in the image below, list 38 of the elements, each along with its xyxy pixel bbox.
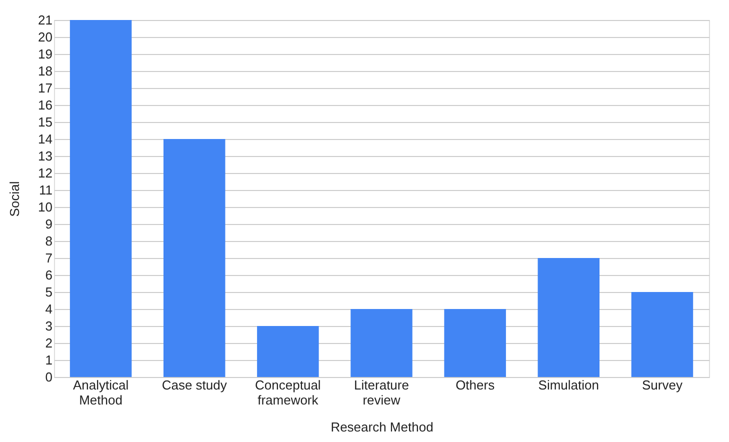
x-tick-label: Analytical Method	[72, 378, 129, 408]
y-tick-label: 16	[38, 98, 52, 112]
x-axis-title: Research Method	[330, 420, 434, 434]
x-tick-label: Case study	[162, 378, 228, 392]
bar	[538, 258, 600, 377]
bar	[70, 20, 132, 377]
x-tick-label: Conceptual framework	[255, 378, 321, 408]
y-tick-label: 19	[38, 46, 52, 62]
bar	[163, 139, 226, 377]
y-tick-label: 17	[38, 80, 52, 96]
bar	[631, 292, 694, 377]
y-tick-label: 20	[38, 30, 52, 44]
y-tick-label: 10	[38, 200, 52, 214]
x-tick-label: Survey	[642, 378, 683, 392]
y-tick-label: 9	[45, 216, 52, 232]
y-tick-label: 3	[45, 318, 52, 334]
y-tick-label: 21	[38, 12, 52, 28]
y-axis-title: Social	[7, 181, 22, 217]
y-tick-label: 7	[45, 250, 52, 266]
y-tick-label: 1	[45, 352, 52, 368]
x-tick-label: Literature review	[354, 378, 409, 408]
y-tick-label: 12	[38, 166, 52, 180]
y-tick-label: 18	[38, 64, 52, 78]
bar	[350, 309, 412, 377]
bar	[257, 326, 319, 377]
bar	[444, 309, 506, 377]
y-tick-label: 13	[38, 148, 52, 164]
y-tick-label: 8	[45, 234, 52, 248]
y-tick-label: 2	[45, 336, 52, 350]
x-tick-label: Simulation	[538, 378, 599, 392]
y-tick-label: 11	[39, 182, 52, 198]
y-tick-label: 4	[45, 302, 52, 316]
y-tick-label: 5	[45, 284, 52, 300]
y-tick-label: 0	[45, 370, 52, 384]
y-tick-label: 6	[45, 268, 52, 282]
y-tick-label: 14	[38, 132, 52, 146]
x-tick-label: Others	[456, 378, 496, 392]
y-tick-label: 15	[38, 114, 52, 130]
